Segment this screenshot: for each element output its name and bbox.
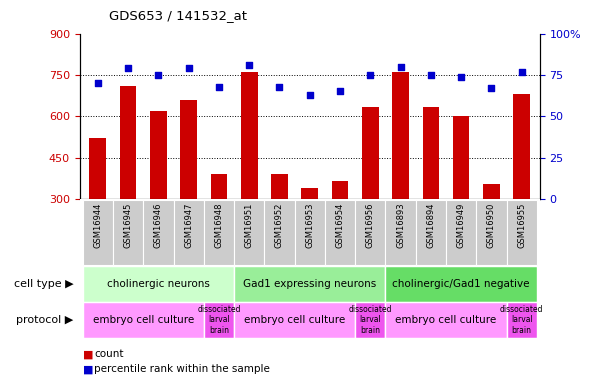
Point <box>244 62 254 68</box>
Text: GSM16951: GSM16951 <box>245 203 254 248</box>
Text: dissociated
larval
brain: dissociated larval brain <box>349 305 392 334</box>
Text: ■: ■ <box>83 350 93 359</box>
Point <box>335 88 345 94</box>
Point <box>457 74 466 80</box>
Text: cholinergic neurons: cholinergic neurons <box>107 279 210 289</box>
Point <box>275 84 284 90</box>
Bar <box>271 174 288 199</box>
Text: GSM16894: GSM16894 <box>427 203 435 248</box>
Text: GSM16955: GSM16955 <box>517 203 526 248</box>
Point <box>184 65 194 71</box>
Point <box>305 92 314 98</box>
FancyBboxPatch shape <box>204 302 234 338</box>
Bar <box>120 86 136 199</box>
Text: ■: ■ <box>83 364 93 374</box>
Text: GSM16952: GSM16952 <box>275 203 284 248</box>
FancyBboxPatch shape <box>234 200 264 265</box>
FancyBboxPatch shape <box>173 200 204 265</box>
FancyBboxPatch shape <box>294 200 325 265</box>
Text: count: count <box>94 350 124 359</box>
FancyBboxPatch shape <box>446 200 476 265</box>
Text: GSM16953: GSM16953 <box>305 203 314 248</box>
FancyBboxPatch shape <box>355 200 385 265</box>
FancyBboxPatch shape <box>476 200 507 265</box>
Text: GSM16948: GSM16948 <box>214 203 224 248</box>
FancyBboxPatch shape <box>83 266 234 302</box>
Point <box>517 69 526 75</box>
Text: dissociated
larval
brain: dissociated larval brain <box>500 305 543 334</box>
Point <box>366 72 375 78</box>
FancyBboxPatch shape <box>385 200 416 265</box>
Bar <box>422 106 439 199</box>
Bar <box>453 116 470 199</box>
Point <box>153 72 163 78</box>
FancyBboxPatch shape <box>234 302 355 338</box>
Text: GSM16949: GSM16949 <box>457 203 466 248</box>
Bar <box>332 181 348 199</box>
FancyBboxPatch shape <box>83 302 204 338</box>
FancyBboxPatch shape <box>416 200 446 265</box>
Bar <box>362 106 379 199</box>
Text: embryo cell culture: embryo cell culture <box>244 315 345 325</box>
Text: dissociated
larval
brain: dissociated larval brain <box>197 305 241 334</box>
Text: cholinergic/Gad1 negative: cholinergic/Gad1 negative <box>392 279 530 289</box>
Text: Gad1 expressing neurons: Gad1 expressing neurons <box>243 279 376 289</box>
FancyBboxPatch shape <box>83 200 113 265</box>
Bar <box>90 138 106 199</box>
FancyBboxPatch shape <box>325 200 355 265</box>
FancyBboxPatch shape <box>385 266 537 302</box>
Point <box>123 65 133 71</box>
FancyBboxPatch shape <box>264 200 294 265</box>
FancyBboxPatch shape <box>507 302 537 338</box>
Text: embryo cell culture: embryo cell culture <box>93 315 194 325</box>
FancyBboxPatch shape <box>234 266 385 302</box>
Point <box>214 84 224 90</box>
Text: GSM16956: GSM16956 <box>366 203 375 248</box>
Text: GSM16893: GSM16893 <box>396 203 405 248</box>
Text: GSM16950: GSM16950 <box>487 203 496 248</box>
FancyBboxPatch shape <box>113 200 143 265</box>
FancyBboxPatch shape <box>204 200 234 265</box>
FancyBboxPatch shape <box>143 200 173 265</box>
Text: GSM16954: GSM16954 <box>336 203 345 248</box>
Text: protocol ▶: protocol ▶ <box>17 315 74 325</box>
Point <box>396 64 405 70</box>
Bar <box>513 94 530 199</box>
FancyBboxPatch shape <box>355 302 385 338</box>
Text: GSM16946: GSM16946 <box>154 203 163 248</box>
FancyBboxPatch shape <box>385 302 507 338</box>
Text: GSM16947: GSM16947 <box>184 203 193 248</box>
Point <box>93 80 103 86</box>
Bar <box>483 184 500 199</box>
Point <box>426 72 435 78</box>
Bar <box>150 111 167 199</box>
Text: embryo cell culture: embryo cell culture <box>395 315 497 325</box>
Bar <box>301 188 318 199</box>
FancyBboxPatch shape <box>507 200 537 265</box>
Text: GSM16945: GSM16945 <box>123 203 133 248</box>
Bar <box>392 72 409 199</box>
Bar <box>181 100 197 199</box>
Bar <box>211 174 227 199</box>
Text: GSM16944: GSM16944 <box>93 203 102 248</box>
Text: GDS653 / 141532_at: GDS653 / 141532_at <box>109 9 247 22</box>
Point <box>487 85 496 91</box>
Bar <box>241 72 257 199</box>
Text: cell type ▶: cell type ▶ <box>14 279 74 289</box>
Text: percentile rank within the sample: percentile rank within the sample <box>94 364 270 374</box>
